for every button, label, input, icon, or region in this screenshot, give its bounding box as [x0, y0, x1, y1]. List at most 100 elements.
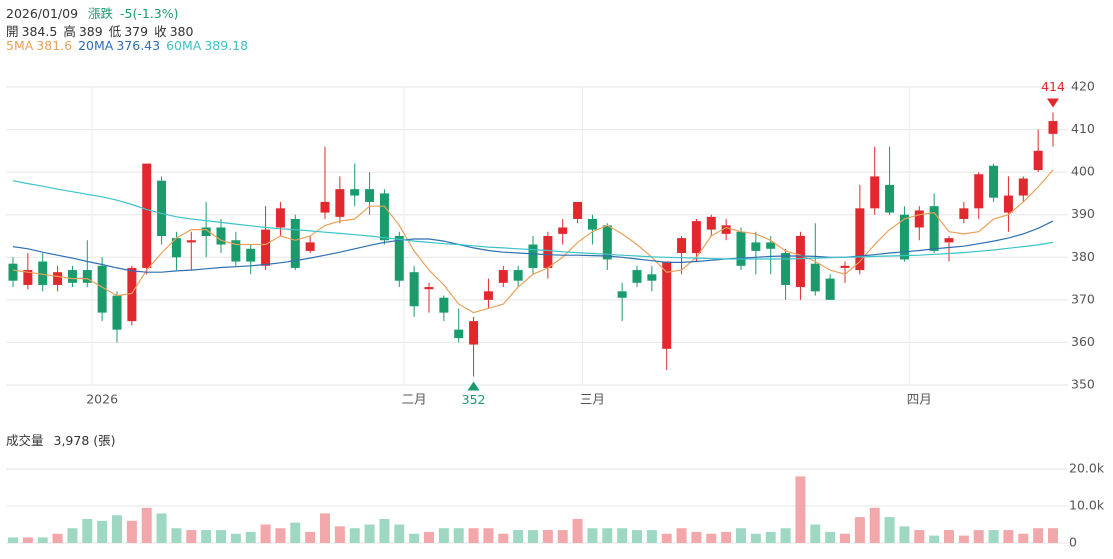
volume-bar	[275, 528, 286, 543]
volume-bar	[661, 533, 672, 543]
candle-body	[662, 261, 672, 349]
candle-body	[82, 270, 92, 283]
candle-body	[290, 218, 300, 268]
volume-bar	[8, 537, 18, 543]
volume-bar	[52, 533, 63, 543]
high-marker	[1047, 98, 1059, 108]
candle-body	[974, 174, 984, 209]
candle-body	[231, 240, 241, 262]
candle-body	[498, 270, 508, 283]
candle-body	[751, 242, 761, 251]
candle-body	[781, 253, 791, 285]
candle-body	[305, 242, 315, 251]
volume-bar	[141, 507, 152, 543]
volume-bar	[840, 533, 850, 543]
volume-bar	[82, 518, 93, 543]
candle-body	[766, 242, 776, 249]
volume-bar	[186, 530, 197, 543]
x-tick-label: 二月	[402, 392, 427, 407]
volume-bar	[617, 528, 628, 543]
candle-body	[929, 206, 939, 251]
candle-body	[736, 231, 746, 266]
volume-bar	[305, 531, 316, 543]
candle-body	[795, 236, 805, 288]
candle-body	[424, 287, 434, 290]
date: 2026/01/09	[6, 6, 79, 21]
candle-body	[721, 225, 731, 234]
volume-bar	[126, 520, 137, 543]
ma-value: 381.6	[36, 38, 73, 53]
y-tick-label: 390	[1071, 206, 1095, 221]
ma-line	[12, 220, 1054, 273]
candle-body	[127, 267, 137, 322]
volume-bar	[1033, 528, 1044, 543]
volume-bar	[691, 531, 702, 543]
volume-bar	[290, 522, 301, 543]
ohlc-value: 379	[124, 24, 149, 39]
y-tick-label: 360	[1071, 334, 1095, 349]
candle-body	[365, 189, 375, 202]
candle-body	[885, 184, 895, 213]
candle-body	[587, 218, 597, 230]
candle-body	[959, 208, 969, 219]
volume-bar	[156, 513, 167, 543]
volume-bar	[988, 530, 999, 543]
volume-bar	[780, 528, 791, 543]
volume-bar	[22, 537, 33, 543]
volume-bar	[854, 517, 865, 543]
candle-body	[1003, 195, 1013, 213]
candle-body	[67, 270, 77, 283]
candle-body	[543, 236, 553, 268]
y-tick-label: 420	[1071, 79, 1095, 94]
candle-body	[171, 238, 181, 258]
candle-body	[810, 263, 820, 292]
ma-name: 20MA	[78, 38, 114, 53]
volume-bar	[334, 526, 345, 543]
y-tick-label: 410	[1071, 121, 1095, 136]
volume-bar	[438, 528, 449, 543]
volume-bar	[112, 515, 122, 543]
candle-body	[38, 261, 48, 285]
volume-bar	[1048, 528, 1058, 543]
volume-bar	[869, 507, 880, 543]
candle-body	[870, 176, 880, 209]
candle-body	[1048, 121, 1058, 134]
candle-body	[261, 229, 271, 266]
ohlc-value: 384.5	[21, 24, 58, 39]
volume-bar	[676, 528, 687, 543]
candle-body	[483, 291, 493, 300]
candle-body	[617, 291, 627, 298]
volume-bar	[765, 531, 776, 543]
volume-bar	[736, 528, 746, 543]
candle-body	[275, 208, 285, 228]
ohlc-value: 389	[78, 24, 103, 39]
volume-bar	[67, 528, 78, 543]
volume-bar	[1003, 530, 1014, 543]
y-tick-label: 380	[1071, 249, 1095, 264]
volume-bar	[97, 520, 108, 543]
header-line: 2026/01/09 漲跌 -5(-1.3%)	[6, 3, 185, 22]
candle-body	[216, 227, 226, 245]
candle-body	[335, 189, 345, 217]
volume-bar	[557, 530, 568, 543]
candle-body	[157, 180, 167, 236]
candle-body	[409, 272, 419, 307]
candle-body	[1018, 178, 1028, 196]
y-tick-label: 0	[1069, 535, 1077, 550]
candle-body	[573, 201, 583, 219]
ohlc-line: 開 384.5 高 389 低 379 收 380	[6, 21, 199, 40]
candle-body	[899, 214, 909, 260]
candle-body	[186, 240, 196, 243]
x-tick-label: 四月	[907, 392, 932, 407]
x-tick-label: 三月	[580, 392, 605, 407]
volume-title: 成交量	[6, 433, 44, 448]
volume-bar	[929, 535, 940, 543]
volume-bar	[230, 533, 241, 543]
volume-bar	[349, 528, 360, 543]
candle-body	[394, 236, 404, 281]
volume-bar	[958, 535, 969, 543]
candle-body	[825, 278, 835, 300]
candle-body	[142, 163, 152, 268]
volume-bar	[171, 528, 182, 543]
